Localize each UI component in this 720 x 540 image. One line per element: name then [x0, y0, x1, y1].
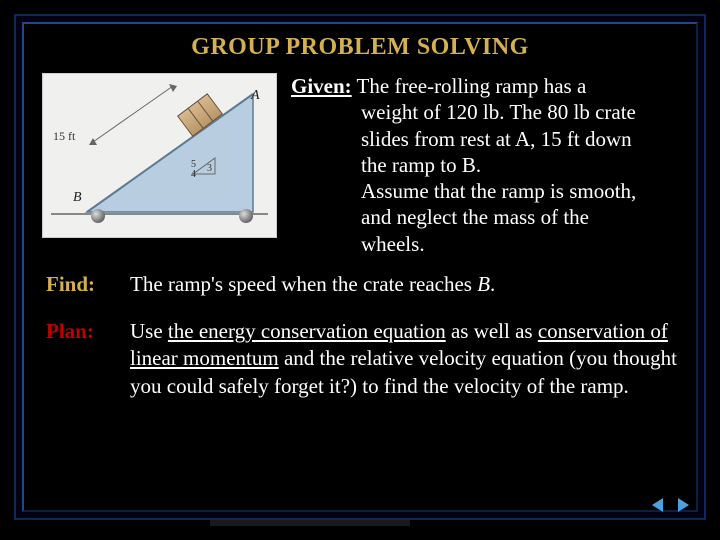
slope-labels: 5 4 3 [191, 160, 206, 180]
distance-arrow-bottom [89, 138, 97, 145]
given-text-3: slides from rest at A, 15 ft down [291, 126, 636, 152]
find-body-post: . [490, 272, 495, 296]
distance-label: 15 ft [53, 129, 75, 144]
ramp-diagram: 15 ft A B 5 4 3 [42, 73, 277, 238]
given-text-5: Assume that the ramp is smooth, [291, 178, 636, 204]
point-b-label: B [73, 190, 82, 206]
given-block: Given: The free-rolling ramp has a weigh… [291, 73, 636, 257]
given-row: 15 ft A B 5 4 3 Given: The free-rolling … [42, 73, 678, 257]
plan-t2: as well as [446, 319, 538, 343]
find-row: Find: The ramp's speed when the crate re… [42, 271, 678, 298]
bottom-shadow [210, 520, 410, 526]
slope-run: 4 [191, 169, 196, 180]
find-body: The ramp's speed when the crate reaches … [130, 271, 678, 298]
arrow-right-icon [678, 498, 689, 512]
nav-prev-button[interactable] [646, 496, 668, 514]
plan-body: Use the energy conservation equation as … [130, 318, 678, 400]
ground-line [51, 213, 268, 215]
find-body-em: B [477, 272, 490, 296]
point-a-label: A [251, 88, 260, 104]
given-text-7: wheels. [291, 231, 636, 257]
slide-inner-frame: GROUP PROBLEM SOLVING 15 ft A B [22, 22, 698, 512]
given-text-4: the ramp to B. [291, 152, 636, 178]
wheel-right [239, 209, 253, 223]
slide-outer-frame: GROUP PROBLEM SOLVING 15 ft A B [14, 14, 706, 520]
find-body-pre: The ramp's speed when the crate reaches [130, 272, 477, 296]
given-text-1: The free-rolling ramp has a [357, 74, 587, 98]
slope-rise: 3 [207, 163, 212, 174]
plan-label: Plan: [42, 318, 130, 400]
find-label: Find: [42, 271, 130, 298]
nav-controls [646, 496, 694, 514]
slide-title: GROUP PROBLEM SOLVING [42, 34, 678, 61]
given-text-6: and neglect the mass of the [291, 204, 636, 230]
nav-next-button[interactable] [672, 496, 694, 514]
distance-line [93, 86, 173, 142]
given-label: Given: [291, 74, 352, 98]
plan-u1: the energy conservation equation [168, 319, 446, 343]
plan-t1: Use [130, 319, 168, 343]
wheel-left [91, 209, 105, 223]
arrow-left-icon [652, 498, 663, 512]
plan-row: Plan: Use the energy conservation equati… [42, 318, 678, 400]
given-text-2: weight of 120 lb. The 80 lb crate [291, 99, 636, 125]
